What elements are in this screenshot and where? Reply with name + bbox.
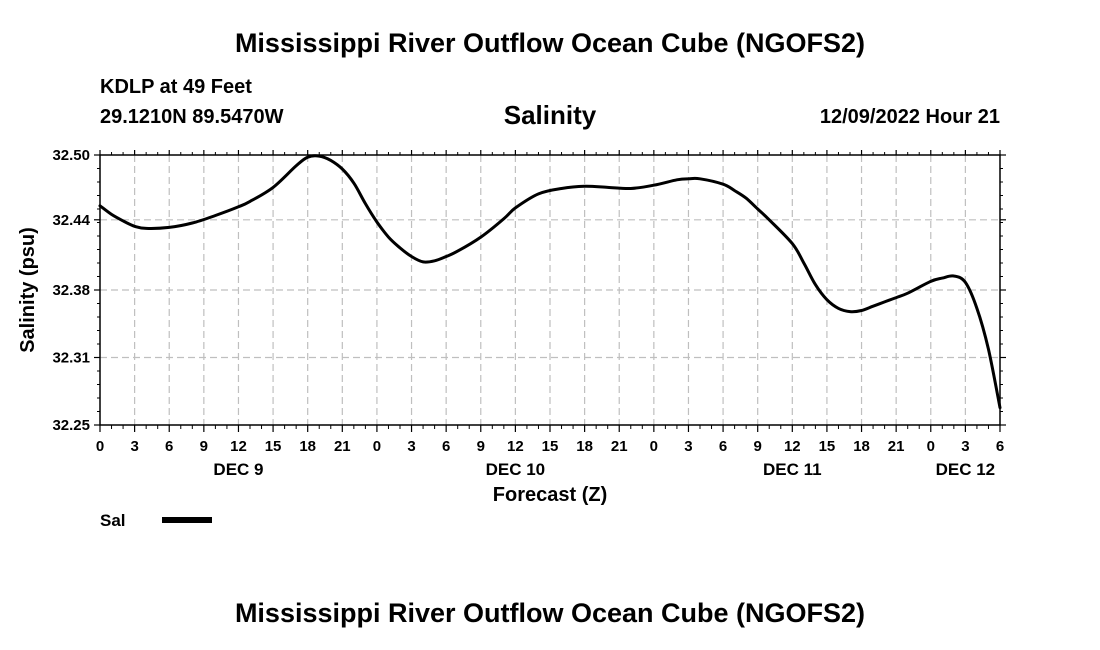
station-coordinates: 29.1210N 89.5470W <box>100 106 284 128</box>
x-tick-label-18: 6 <box>719 438 727 455</box>
y-axis-label: Salinity (psu) <box>17 227 39 353</box>
legend-label-sal: Sal <box>100 511 126 530</box>
x-tick-label-0: 0 <box>96 438 104 455</box>
series-line-sal <box>98 154 1002 410</box>
x-tick-label-14: 18 <box>576 438 593 455</box>
x-tick-label-19: 9 <box>754 438 762 455</box>
x-tick-label-21: 15 <box>819 438 836 455</box>
x-tick-label-4: 12 <box>230 438 247 455</box>
x-tick-label-13: 15 <box>542 438 559 455</box>
forecast-date: 12/09/2022 Hour 21 <box>819 106 1000 128</box>
x-tick-label-2: 6 <box>165 438 173 455</box>
x-tick-label-23: 21 <box>888 438 905 455</box>
y-tick-label-0: 32.50 <box>52 147 90 164</box>
x-axis-label: Forecast (Z) <box>493 484 607 506</box>
y-tick-labels: 32.50 32.44 32.38 32.31 32.25 <box>52 147 90 434</box>
station-label: KDLP at 49 Feet <box>100 76 252 98</box>
x-tick-label-10: 6 <box>442 438 450 455</box>
y-tick-label-1: 32.44 <box>52 212 90 229</box>
x-tick-label-24: 0 <box>927 438 935 455</box>
day-labels: DEC 9 DEC 10 DEC 11 DEC 12 <box>213 460 995 479</box>
legend: Sal <box>100 511 212 530</box>
x-tick-label-17: 3 <box>684 438 692 455</box>
x-tick-label-20: 12 <box>784 438 801 455</box>
x-tick-label-3: 9 <box>200 438 208 455</box>
x-tick-label-26: 6 <box>996 438 1004 455</box>
x-tick-label-16: 0 <box>650 438 658 455</box>
x-tick-label-8: 0 <box>373 438 381 455</box>
grid-lines <box>100 155 1000 425</box>
chart-subtitle: Salinity <box>503 100 597 130</box>
y-tick-label-2: 32.38 <box>52 282 90 299</box>
main-title-bottom: Mississippi River Outflow Ocean Cube (NG… <box>234 598 866 628</box>
x-tick-labels: 0 3 6 9 12 15 18 21 0 3 6 9 12 15 18 21 0 3 6 9 12 15 18 21 0 3 6 <box>96 438 1004 455</box>
y-tick-label-4: 32.25 <box>52 417 90 434</box>
day-label-1: DEC 10 <box>486 460 546 479</box>
x-tick-label-9: 3 <box>407 438 415 455</box>
x-tick-label-5: 15 <box>265 438 282 455</box>
x-tick-label-7: 21 <box>334 438 351 455</box>
x-tick-label-15: 21 <box>611 438 628 455</box>
day-label-2: DEC 11 <box>763 460 822 479</box>
x-tick-label-22: 18 <box>853 438 870 455</box>
x-tick-label-12: 12 <box>507 438 524 455</box>
x-tick-label-1: 3 <box>130 438 138 455</box>
day-label-0: DEC 9 <box>213 460 263 479</box>
main-title-top: Mississippi River Outflow Ocean Cube (NG… <box>234 28 866 58</box>
y-tick-label-3: 32.31 <box>52 350 90 367</box>
day-label-3: DEC 12 <box>936 460 996 479</box>
x-tick-label-11: 9 <box>477 438 485 455</box>
x-tick-label-25: 3 <box>961 438 969 455</box>
plot-frame <box>99 154 1001 426</box>
x-tick-label-6: 18 <box>299 438 316 455</box>
